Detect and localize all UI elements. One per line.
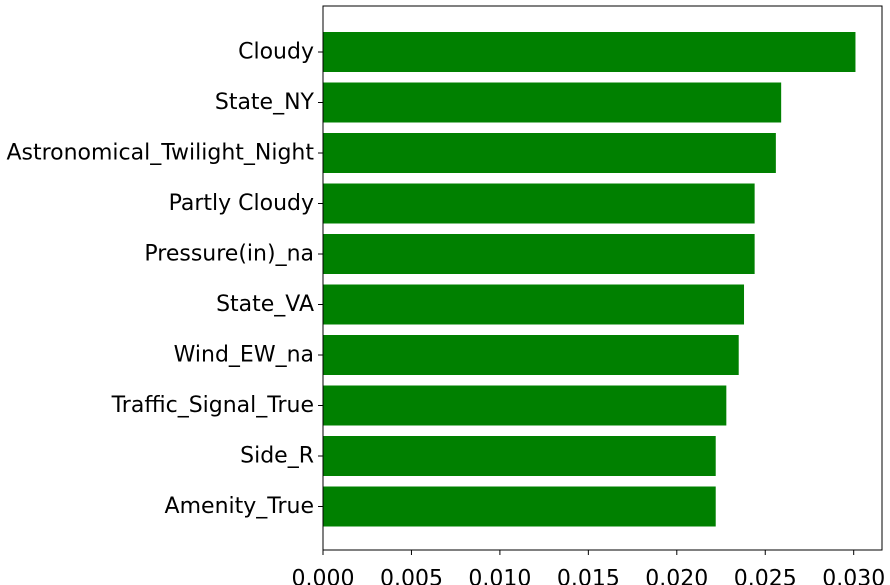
bar-2 — [323, 133, 776, 173]
x-tick-label-3: 0.015 — [557, 567, 620, 585]
x-tick-label-4: 0.020 — [645, 567, 708, 585]
x-tick-label-5: 0.025 — [734, 567, 797, 585]
bar-7 — [323, 385, 727, 426]
bar-6 — [323, 335, 739, 375]
bar-3 — [323, 183, 755, 224]
y-tick-label-7: Traffic_Signal_True — [111, 393, 314, 418]
bar-1 — [323, 82, 782, 123]
x-tick-label-0: 0.000 — [292, 567, 355, 585]
bar-9 — [323, 486, 716, 527]
bar-4 — [323, 234, 755, 274]
y-tick-labels: Cloudy State_NY Astronomical_Twilight_Nigh… — [6, 40, 323, 519]
y-tick-label-8: Side_R — [240, 444, 314, 469]
y-tick-label-3: Partly Cloudy — [169, 191, 314, 216]
x-tick-label-6: 0.030 — [822, 567, 885, 585]
plot-frame — [322, 5, 883, 551]
y-tick-label-0: Cloudy — [238, 40, 314, 65]
y-tick-label-5: State_VA — [216, 292, 314, 317]
bar-0 — [323, 32, 856, 72]
x-ticks: 0.000 0.005 0.010 0.015 0.020 0.025 0.030 — [292, 550, 885, 585]
y-tick-label-4: Pressure(in)_na — [144, 242, 314, 267]
bar-8 — [323, 436, 716, 476]
bar-5 — [323, 284, 745, 325]
y-tick-label-9: Amenity_True — [165, 494, 314, 519]
x-tick-label-2: 0.010 — [468, 567, 531, 585]
bars-layer — [323, 32, 856, 527]
y-tick-label-1: State_NY — [215, 90, 315, 115]
y-tick-label-6: Wind_EW_na — [174, 343, 314, 368]
x-tick-label-1: 0.005 — [380, 567, 443, 585]
y-tick-label-2: Astronomical_Twilight_Night — [6, 141, 314, 166]
